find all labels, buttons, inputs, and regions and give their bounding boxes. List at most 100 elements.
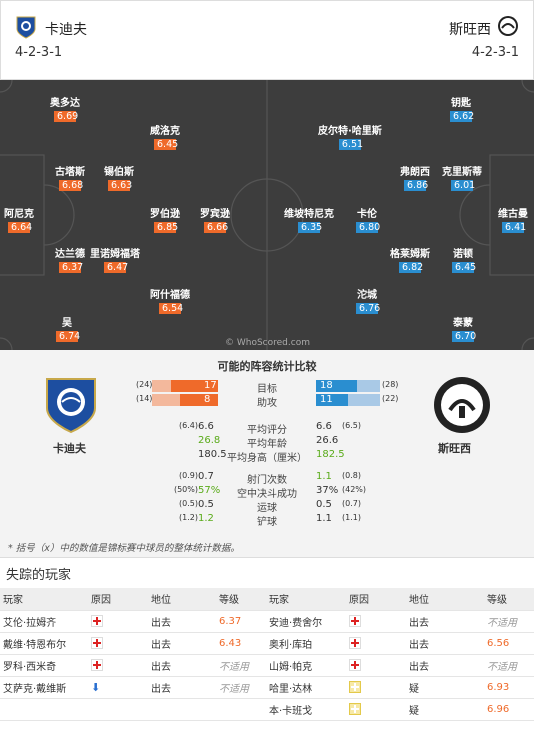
away-player-name[interactable]: 安迪·费舍尔 (266, 610, 346, 633)
col-header: 等级 (216, 588, 266, 611)
swansea-crest-icon (434, 377, 490, 433)
away-status: 疑 (406, 676, 484, 699)
col-header: 玩家 (266, 588, 346, 611)
home-player[interactable]: 罗伯逊 6.85 (150, 205, 180, 233)
player-name: 钥匙 (451, 98, 471, 109)
player-rating: 6.66 (204, 222, 228, 233)
home-player-name[interactable]: 罗科·西米奇 (0, 654, 88, 677)
home-stat-total: (6.4) (179, 421, 198, 430)
away-player[interactable]: 诺顿 6.45 (452, 245, 476, 273)
player-name: 阿尼克 (4, 209, 34, 220)
player-name: 诺顿 (453, 249, 473, 260)
home-player-name[interactable]: 艾伦·拉姆齐 (0, 610, 88, 633)
cardiff-crest-icon (16, 16, 36, 39)
player-rating: 6.37 (219, 615, 242, 627)
away-reason (346, 632, 406, 655)
away-player-name[interactable]: 奥利·库珀 (266, 632, 346, 655)
pitch-lines (0, 80, 534, 350)
player-name: 古塔斯 (55, 167, 85, 178)
injury-icon (91, 615, 103, 627)
home-player[interactable]: 古塔斯 6.68 (55, 163, 85, 191)
home-player[interactable]: 达兰德 6.37 (55, 245, 85, 273)
watermark: © WhoScored.com (225, 338, 310, 348)
home-player[interactable]: 锡伯斯 6.63 (104, 163, 134, 191)
injury-icon (349, 637, 361, 649)
stat-label: 平均评分 (247, 425, 287, 436)
home-player-name[interactable]: 戴维·特恩布尔 (0, 632, 88, 655)
away-bar-fill (316, 394, 348, 406)
comparison-title: 可能的阵容统计比较 (217, 360, 317, 373)
away-player-name[interactable]: 本·卡班戈 (266, 698, 346, 721)
home-stat-value: 6.6 (198, 421, 214, 432)
player-rating: 6.80 (356, 222, 380, 233)
home-stat-total: (50%) (173, 485, 198, 494)
player-name: 吴 (62, 318, 72, 329)
home-formation: 4-2-3-1 (15, 45, 63, 60)
away-player[interactable]: 泰蒙 6.70 (452, 314, 476, 342)
home-status: 出去 (148, 632, 216, 655)
home-player-name[interactable] (0, 698, 88, 721)
player-rating: 6.56 (487, 637, 510, 649)
player-name: 卡伦 (357, 209, 377, 220)
col-header: 玩家 (0, 588, 88, 611)
away-team-name[interactable]: 斯旺西 (449, 22, 491, 38)
player-rating: 6.74 (56, 331, 80, 342)
home-team-name[interactable]: 卡迪夫 (45, 22, 87, 38)
home-player[interactable]: 吴 6.74 (56, 314, 80, 342)
player-name: 阿什福德 (150, 290, 190, 301)
home-player[interactable]: 阿什福德 6.54 (150, 286, 190, 314)
home-player[interactable]: 阿尼克 6.64 (4, 205, 34, 233)
away-rating: 6.96 (484, 698, 534, 721)
away-player[interactable]: 维坡特尼克 6.35 (284, 205, 334, 233)
home-stat-total: (0.9) (179, 471, 198, 480)
home-rating: 6.37 (216, 610, 266, 633)
away-player-name[interactable]: 山姆·帕克 (266, 654, 346, 677)
away-player[interactable]: 沱城 6.76 (356, 286, 380, 314)
home-player[interactable]: 里诺姆福塔 6.47 (90, 245, 140, 273)
away-player-name[interactable]: 哈里·达林 (266, 676, 346, 699)
doubtful-icon (349, 681, 361, 693)
away-value: 18 (320, 380, 333, 391)
away-player[interactable]: 维古曼 6.41 (498, 205, 528, 233)
home-reason (88, 632, 148, 655)
home-rating (216, 698, 266, 721)
away-player[interactable]: 格莱姆斯 6.82 (390, 245, 430, 273)
home-bar-fill (171, 380, 218, 392)
home-player-name[interactable]: 艾萨克·戴维斯 (0, 676, 88, 699)
player-rating: 6.68 (59, 180, 83, 191)
home-player[interactable]: 威洛克 6.45 (150, 122, 180, 150)
rating-na: 不适用 (487, 661, 517, 673)
col-header: 原因 (346, 588, 406, 611)
away-player[interactable]: 克里斯蒂 6.01 (442, 163, 482, 191)
player-rating: 6.62 (450, 111, 474, 122)
player-name: 皮尔特·哈里斯 (318, 126, 382, 137)
player-rating: 6.69 (54, 111, 78, 122)
away-player[interactable]: 皮尔特·哈里斯 6.51 (318, 122, 382, 150)
home-status (148, 698, 216, 721)
player-name: 沱城 (357, 290, 377, 301)
home-status: 出去 (148, 676, 216, 699)
home-player[interactable]: 奥多达 6.69 (50, 94, 80, 122)
player-rating: 6.63 (108, 180, 132, 191)
away-player[interactable]: 卡伦 6.80 (356, 205, 380, 233)
away-stat-total: (6.5) (342, 421, 361, 430)
arrow-down-icon: ⬇ (91, 680, 101, 694)
home-value: 17 (204, 380, 217, 391)
player-name: 奥多达 (50, 98, 80, 109)
away-player[interactable]: 弗朗西 6.86 (400, 163, 430, 191)
player-rating: 6.85 (154, 222, 178, 233)
doubtful-icon (349, 703, 361, 715)
home-stat-value: 26.8 (198, 435, 221, 446)
player-rating: 6.47 (104, 262, 128, 273)
injury-icon (349, 659, 361, 671)
footnote: * 括号（x）中的数值是锦标赛中球员的整体统计数据。 (8, 543, 240, 554)
away-player[interactable]: 钥匙 6.62 (450, 94, 474, 122)
player-rating: 6.51 (338, 139, 363, 150)
home-stat-value: 180.5 (198, 449, 227, 460)
home-team-label: 卡迪夫 (53, 442, 86, 455)
home-player[interactable]: 罗宾逊 6.66 (200, 205, 230, 233)
stat-label: 平均身高（厘米） (227, 453, 307, 464)
player-rating: 6.43 (219, 637, 242, 649)
away-stat-value: 182.5 (316, 449, 345, 460)
injury-icon (91, 659, 103, 671)
